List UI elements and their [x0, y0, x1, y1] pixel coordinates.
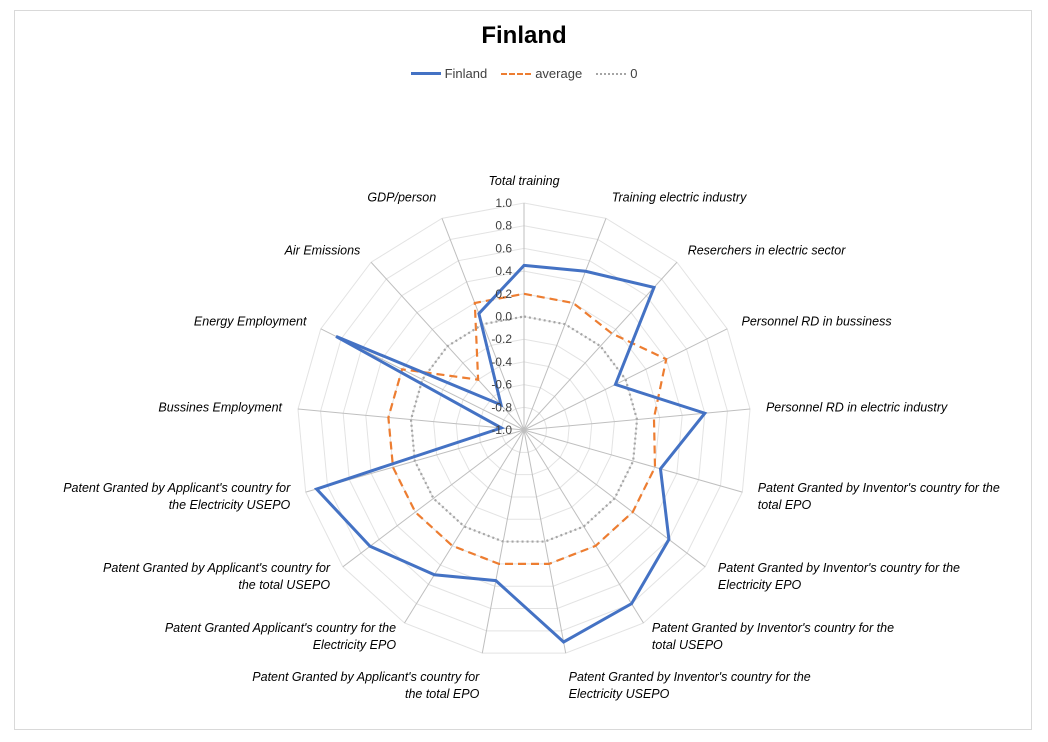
grid-ring: [320, 225, 728, 632]
category-label: Energy Employment: [194, 315, 307, 329]
category-label-line: Electricity EPO: [313, 638, 397, 652]
category-label-line: Personnel RD in bussiness: [742, 315, 892, 329]
category-label: Reserchers in electric sector: [688, 243, 847, 257]
category-label-line: Patent Granted Applicant's country for t…: [165, 621, 396, 635]
category-label-line: Air Emissions: [284, 243, 361, 257]
category-label-line: Personnel RD in electric industry: [766, 401, 948, 415]
chart-title: Finland: [481, 22, 567, 49]
legend-label: average: [535, 66, 583, 81]
category-label: Personnel RD in electric industry: [766, 401, 948, 415]
grid-ring: [455, 361, 593, 498]
category-label: Patent Granted by Applicant's country fo…: [252, 670, 480, 701]
tick-label: -0.4: [491, 355, 512, 369]
category-label-line: total USEPO: [652, 638, 723, 652]
category-label-line: Electricity EPO: [718, 578, 802, 592]
grid-ring: [297, 202, 751, 654]
legend-item-0: 0: [596, 66, 637, 81]
grid-ring: [478, 384, 570, 476]
tick-label: 0.8: [495, 219, 512, 233]
legend: Finland average 0: [0, 66, 1048, 81]
tick-label: -0.6: [491, 378, 512, 392]
category-label-line: Patent Granted by Inventor's country for…: [718, 561, 960, 575]
category-label-line: Total training: [488, 174, 559, 188]
category-label-line: Patent Granted by Inventor's country for…: [652, 621, 894, 635]
category-label: GDP/person: [367, 190, 436, 204]
category-label: Bussines Employment: [158, 401, 282, 415]
grid-spoke: [523, 429, 743, 493]
tick-label: 0.2: [495, 287, 512, 301]
category-label-line: Energy Employment: [194, 315, 307, 329]
legend-item-average: average: [501, 66, 582, 81]
category-label-line: Bussines Employment: [158, 401, 282, 415]
category-label: Patent Granted Applicant's country for t…: [165, 621, 397, 652]
series-line-average: [387, 292, 668, 565]
tick-label: -0.2: [491, 332, 512, 346]
category-label: Air Emissions: [284, 243, 361, 257]
grid-spoke: [404, 429, 525, 624]
tick-label: 0.6: [495, 241, 512, 255]
legend-swatch: [596, 72, 627, 75]
category-label: Personnel RD in bussiness: [742, 315, 892, 329]
grid-ring: [433, 338, 615, 520]
grid-ring: [500, 406, 548, 453]
category-label-line: the Electricity USEPO: [169, 498, 291, 512]
category-label-line: the total USEPO: [238, 578, 330, 592]
category-label-line: Patent Granted by Applicant's country fo…: [252, 670, 480, 684]
category-label: Patent Granted by Inventor's country for…: [652, 621, 894, 652]
tick-label: 0.4: [495, 264, 512, 278]
category-label-line: Reserchers in electric sector: [688, 243, 847, 257]
category-label-line: the total EPO: [405, 687, 480, 701]
category-label: Training electric industry: [612, 190, 747, 204]
category-label: Total training: [488, 174, 559, 188]
grid-spoke: [342, 429, 525, 568]
category-label: Patent Granted by Applicant's country fo…: [103, 561, 331, 592]
category-label-line: Electricity USEPO: [569, 687, 670, 701]
grid-ring: [365, 270, 683, 587]
category-label-line: Patent Granted by Inventor's country for…: [569, 670, 811, 684]
category-label-line: Patent Granted by Inventor's country for…: [758, 481, 1000, 495]
legend-label: Finland: [444, 66, 488, 81]
category-label: Patent Granted by Applicant's country fo…: [63, 481, 291, 512]
grid-ring: [342, 247, 706, 610]
tick-label: -1.0: [491, 423, 512, 437]
category-label-line: Training electric industry: [612, 190, 747, 204]
tick-label: 0.0: [495, 310, 512, 324]
tick-label: -0.8: [491, 400, 512, 414]
category-label-line: Patent Granted by Applicant's country fo…: [63, 481, 291, 495]
legend-swatch: [501, 72, 532, 75]
tick-label: 1.0: [495, 196, 512, 210]
legend-label: 0: [630, 66, 638, 81]
category-label-line: Patent Granted by Applicant's country fo…: [103, 561, 331, 575]
category-label-line: GDP/person: [367, 190, 436, 204]
series-line-finland: [313, 263, 708, 644]
chart-frame: [14, 10, 1032, 730]
legend-item-finland: Finland: [410, 66, 488, 81]
category-label: Patent Granted by Inventor's country for…: [718, 561, 960, 592]
grid-spoke: [523, 429, 567, 654]
category-label: Patent Granted by Inventor's country for…: [569, 670, 811, 701]
grid-spoke: [297, 408, 525, 431]
category-label: Patent Granted by Inventor's country for…: [758, 481, 1000, 512]
legend-swatch: [410, 72, 441, 75]
category-label-line: total EPO: [758, 498, 812, 512]
